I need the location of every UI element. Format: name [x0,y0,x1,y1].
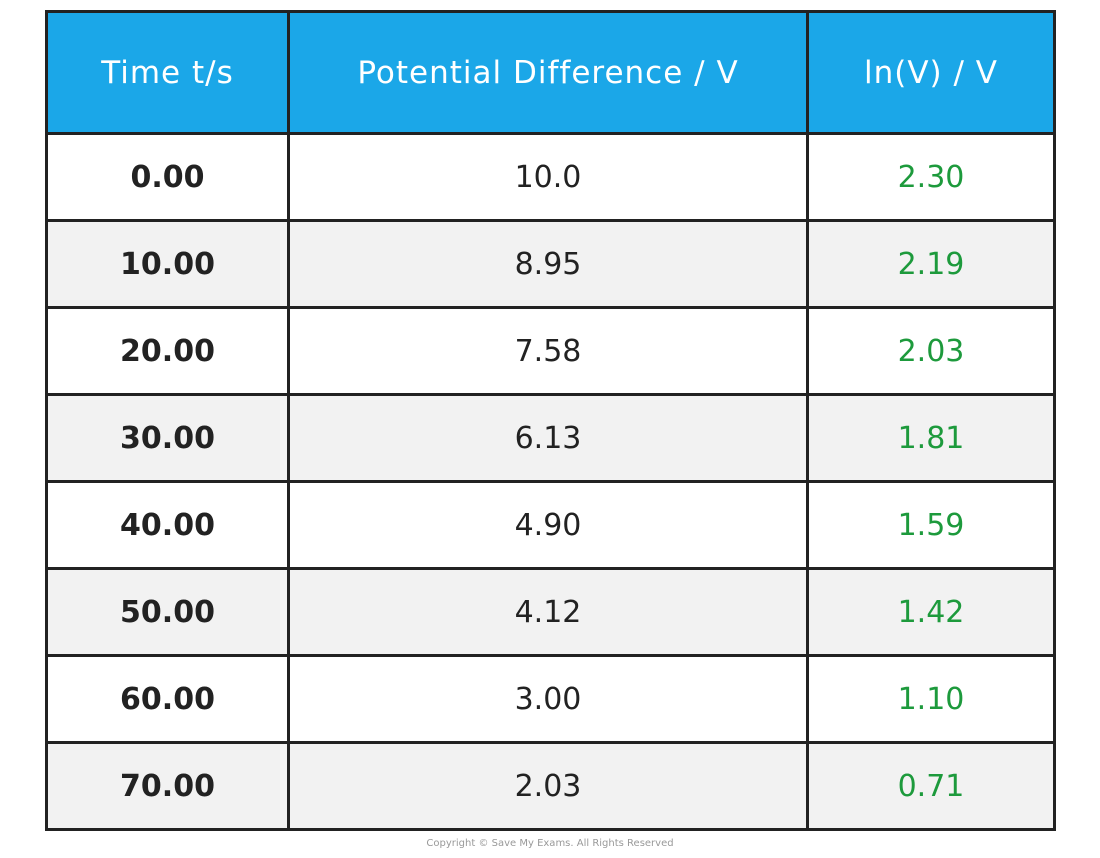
table-cell: 1.81 [806,393,1056,483]
table-cell: 60.00 [45,654,290,744]
table-cell: 4.12 [287,567,809,657]
column-header: Potential Difference / V [287,10,809,135]
table-cell: 7.58 [287,306,809,396]
table-row: 20.00 7.58 2.03 [45,306,1056,396]
table-cell: 0.00 [45,132,290,222]
table-cell: 20.00 [45,306,290,396]
table-cell: 0.71 [806,741,1056,831]
table-body: 0.00 10.0 2.30 10.00 8.95 2.19 20.00 7.58 2.03 30… [45,132,1056,831]
table-cell: 10.0 [287,132,809,222]
table-cell: 10.00 [45,219,290,309]
table-row: 60.00 3.00 1.10 [45,654,1056,744]
table-cell: 4.90 [287,480,809,570]
table-cell: 1.10 [806,654,1056,744]
table-row: 0.00 10.0 2.30 [45,132,1056,222]
table-row: 10.00 8.95 2.19 [45,219,1056,309]
column-header: Time t/s [45,10,290,135]
table-cell: 70.00 [45,741,290,831]
table-row: 30.00 6.13 1.81 [45,393,1056,483]
table-cell: 3.00 [287,654,809,744]
table-cell: 30.00 [45,393,290,483]
table-row: 70.00 2.03 0.71 [45,741,1056,831]
table-row: 40.00 4.90 1.59 [45,480,1056,570]
table-cell: 50.00 [45,567,290,657]
table-cell: 2.19 [806,219,1056,309]
table-cell: 2.30 [806,132,1056,222]
table-cell: 2.03 [806,306,1056,396]
table-cell: 1.59 [806,480,1056,570]
table-cell: 1.42 [806,567,1056,657]
table-row: 50.00 4.12 1.42 [45,567,1056,657]
table-cell: 40.00 [45,480,290,570]
table-cell: 8.95 [287,219,809,309]
table-cell: 2.03 [287,741,809,831]
column-header: ln(V) / V [806,10,1056,135]
table-cell: 6.13 [287,393,809,483]
copyright: Copyright © Save My Exams. All Rights Re… [426,838,674,849]
